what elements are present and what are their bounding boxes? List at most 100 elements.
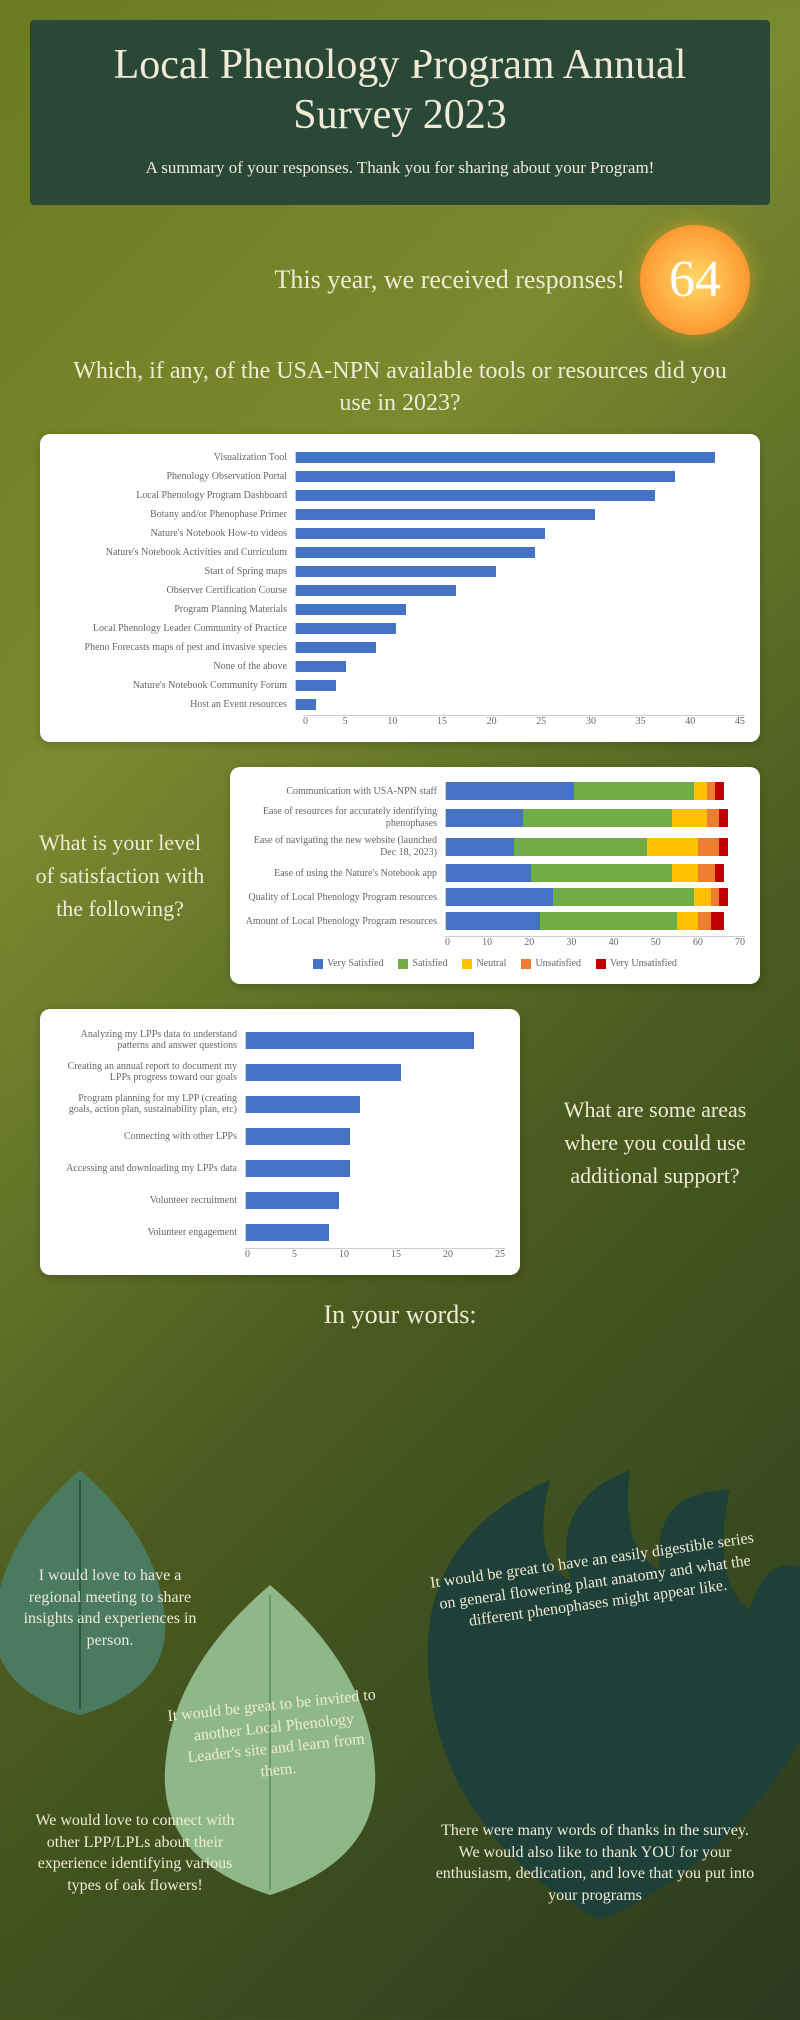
bar-label: Volunteer recruitment [55, 1195, 245, 1207]
stack-segment [694, 782, 707, 800]
tools-chart: Visualization Tool Phenology Observation … [40, 434, 760, 742]
stack-segment [540, 912, 677, 930]
support-bar-row: Creating an annual report to document my… [55, 1056, 505, 1088]
bar-label: Local Phenology Leader Community of Prac… [55, 623, 295, 634]
support-bar-row: Volunteer engagement [55, 1216, 505, 1248]
satisfaction-question: What is your level of satisfaction with … [30, 826, 210, 925]
support-chart: Analyzing my LPPs data to understand pat… [40, 1009, 520, 1275]
page-subtitle: A summary of your responses. Thank you f… [60, 156, 740, 180]
bar-fill [296, 604, 406, 615]
stack-segment [647, 838, 698, 856]
stack-segment [574, 782, 694, 800]
tools-bar-row: Visualization Tool [55, 449, 745, 466]
responses-row: This year, we received responses! 64 [0, 205, 800, 345]
legend-item: Neutral [462, 958, 506, 969]
support-bar-row: Program planning for my LPP (creating go… [55, 1088, 505, 1120]
satisfaction-legend: Very Satisfied Satisfied Neutral Unsatisfie… [245, 958, 745, 969]
legend-item: Unsatisfied [521, 958, 581, 969]
satisfaction-row: Ease of using the Nature's Notebook app [245, 864, 745, 882]
support-section: Analyzing my LPPs data to understand pat… [0, 984, 800, 1275]
bar-fill [296, 528, 545, 539]
support-question: What are some areas where you could use … [540, 1093, 770, 1192]
bar-label: Local Phenology Program Dashboard [55, 490, 295, 501]
quotes-title: In your words: [0, 1300, 800, 1330]
tools-bar-row: Nature's Notebook Community Forum [55, 677, 745, 694]
bar-fill [296, 585, 456, 596]
stack-label: Ease of navigating the new website (laun… [245, 835, 445, 858]
bar-label: Botany and/or Phenophase Primer [55, 509, 295, 520]
stack-segment [698, 864, 715, 882]
bar-fill [296, 471, 675, 482]
bar-label: Observer Certification Course [55, 585, 295, 596]
bar-fill [296, 642, 376, 653]
satisfaction-chart: Communication with USA-NPN staff Ease of … [230, 767, 760, 984]
stack-segment [446, 888, 553, 906]
bar-label: Creating an annual report to document my… [55, 1061, 245, 1084]
bar-label: Nature's Notebook How-to videos [55, 528, 295, 539]
tools-bar-row: Program Planning Materials [55, 601, 745, 618]
tools-bar-row: None of the above [55, 658, 745, 675]
stack-segment [446, 782, 574, 800]
stack-label: Communication with USA-NPN staff [245, 786, 445, 798]
satisfaction-row: Ease of navigating the new website (laun… [245, 835, 745, 858]
stack-segment [715, 864, 724, 882]
legend-item: Very Satisfied [313, 958, 383, 969]
bar-label: Accessing and downloading my LPPs data [55, 1163, 245, 1175]
support-bar-row: Accessing and downloading my LPPs data [55, 1152, 505, 1184]
stack-segment [707, 782, 716, 800]
bar-label: Program Planning Materials [55, 604, 295, 615]
bar-label: Connecting with other LPPs [55, 1131, 245, 1143]
tools-bar-row: Host an Event resources [55, 696, 745, 713]
satisfaction-row: Amount of Local Phenology Program resour… [245, 912, 745, 930]
stack-segment [446, 809, 523, 827]
stack-segment [677, 912, 698, 930]
stack-label: Ease of using the Nature's Notebook app [245, 868, 445, 880]
bar-label: None of the above [55, 661, 295, 672]
satisfaction-row: Communication with USA-NPN staff [245, 782, 745, 800]
bar-label: Start of Spring maps [55, 566, 295, 577]
bar-label: Visualization Tool [55, 452, 295, 463]
stack-segment [694, 888, 711, 906]
satisfaction-row: Ease of resources for accurately identif… [245, 806, 745, 829]
tools-bar-row: Local Phenology Leader Community of Prac… [55, 620, 745, 637]
legend-item: Satisfied [398, 958, 447, 969]
bar-fill [296, 490, 655, 501]
stack-segment [446, 912, 540, 930]
support-bar-row: Volunteer recruitment [55, 1184, 505, 1216]
bar-fill [296, 452, 715, 463]
bar-fill [246, 1224, 329, 1241]
tools-bar-row: Pheno Forecasts maps of pest and invasiv… [55, 639, 745, 656]
stack-segment [707, 809, 720, 827]
stack-segment [523, 809, 673, 827]
stack-segment [531, 864, 672, 882]
bar-fill [296, 699, 316, 710]
bar-label: Pheno Forecasts maps of pest and invasiv… [55, 642, 295, 653]
header-panel: Local Phenology Program Annual Survey 20… [30, 20, 770, 205]
tools-bar-row: Start of Spring maps [55, 563, 745, 580]
legend-item: Very Unsatisfied [596, 958, 677, 969]
bar-label: Host an Event resources [55, 699, 295, 710]
bar-fill [296, 623, 396, 634]
stack-segment [553, 888, 694, 906]
stack-segment [719, 888, 728, 906]
tools-bar-row: Observer Certification Course [55, 582, 745, 599]
bar-label: Nature's Notebook Community Forum [55, 680, 295, 691]
bar-fill [246, 1064, 401, 1081]
stack-segment [672, 809, 706, 827]
stack-segment [719, 838, 728, 856]
bar-fill [296, 509, 595, 520]
stack-segment [715, 782, 724, 800]
bar-label: Phenology Observation Portal [55, 471, 295, 482]
stack-label: Amount of Local Phenology Program resour… [245, 916, 445, 928]
tools-bar-row: Nature's Notebook How-to videos [55, 525, 745, 542]
bar-fill [246, 1096, 360, 1113]
stack-label: Ease of resources for accurately identif… [245, 806, 445, 829]
response-count-badge: 64 [640, 225, 750, 335]
bar-fill [296, 547, 535, 558]
bar-fill [246, 1192, 339, 1209]
tools-question: Which, if any, of the USA-NPN available … [0, 345, 800, 435]
tools-bar-row: Botany and/or Phenophase Primer [55, 506, 745, 523]
stack-segment [719, 809, 728, 827]
stack-segment [698, 838, 719, 856]
quote-1: I would love to have a regional meeting … [20, 1565, 200, 1651]
